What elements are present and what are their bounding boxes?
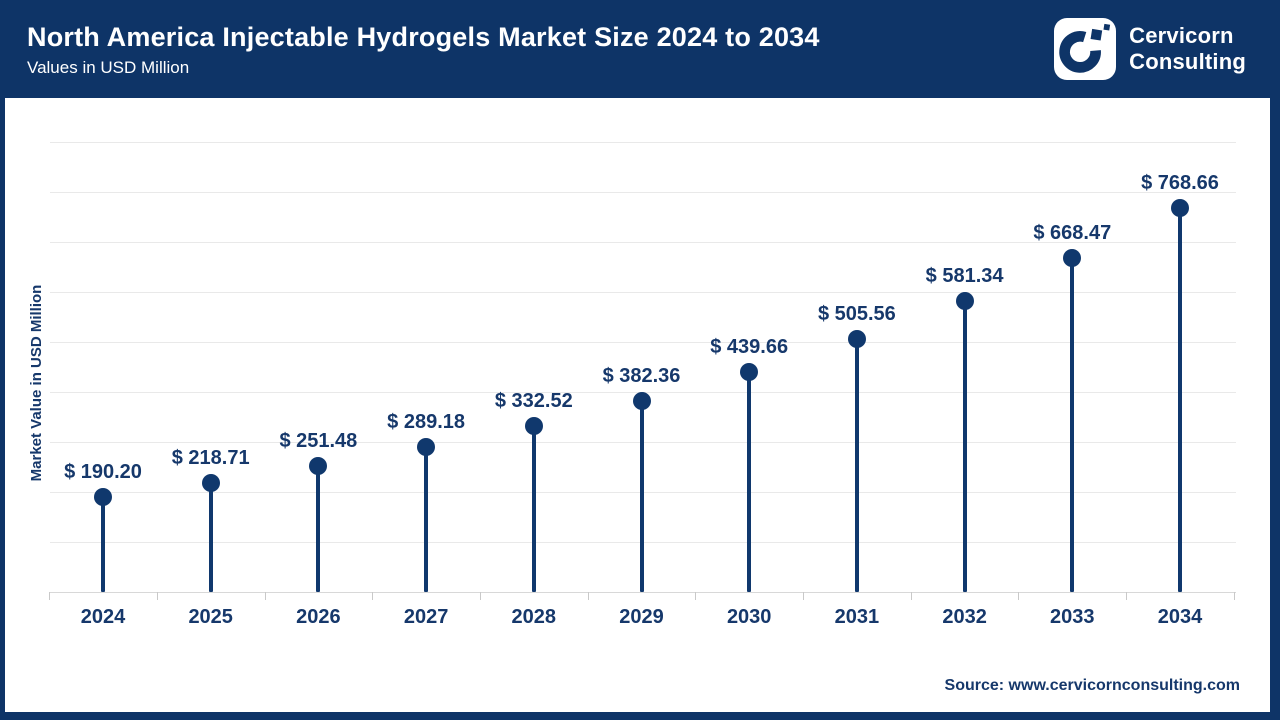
x-axis-tick [587,592,589,600]
x-axis-tick [479,592,481,600]
x-axis-tick [372,592,374,600]
data-point-2029 [632,391,651,410]
value-label-2031: $ 505.56 [817,303,896,326]
value-label-2025: $ 218.71 [171,446,250,469]
x-axis-label-2031: 2031 [834,606,880,628]
value-label-2034: $ 768.66 [1141,171,1219,194]
value-label-2029: $ 382.36 [602,364,681,387]
chart-title: North America Injectable Hydrogels Marke… [27,22,820,52]
gridline [50,242,1236,243]
company-logo: Cervicorn Consulting [1054,18,1246,80]
stem-2034 [1178,207,1182,592]
stem-2026 [316,466,321,592]
x-axis-label-2033: 2033 [1050,606,1095,628]
data-point-2028 [524,416,543,435]
data-point-2030 [740,363,759,382]
x-axis-label-2027: 2027 [403,606,449,628]
stem-2027 [424,447,429,592]
source-attribution: Source: www.cervicornconsulting.com [944,677,1240,694]
data-point-2025 [201,473,220,492]
x-axis-tick [49,592,51,600]
frame-border-bottom [0,712,1280,720]
stem-2032 [962,301,967,592]
stem-2033 [1070,257,1075,592]
frame-border-left [0,98,5,712]
data-point-2027 [417,438,436,457]
x-axis-label-2028: 2028 [511,606,557,628]
x-axis-tick [156,592,158,600]
x-axis-label-2024: 2024 [80,606,126,628]
cervicorn-logo-icon [1054,18,1117,80]
value-label-2024: $ 190.20 [64,460,142,483]
x-axis-label-2030: 2030 [726,606,772,628]
stem-2031 [854,339,859,592]
data-point-2033 [1063,248,1082,267]
x-axis-tick [910,592,912,600]
gridline [50,292,1236,293]
x-axis-tick [803,592,805,600]
x-axis-label-2034: 2034 [1157,606,1203,628]
x-axis-label-2025: 2025 [188,606,233,628]
data-point-2032 [955,292,974,311]
value-label-2027: $ 289.18 [387,411,466,434]
x-axis-tick [695,592,697,600]
value-label-2028: $ 332.52 [494,389,573,412]
data-point-2026 [309,457,328,476]
value-label-2032: $ 581.34 [925,265,1004,288]
gridline [50,342,1236,343]
stem-2029 [639,400,644,592]
x-axis-label-2032: 2032 [942,606,987,628]
chart-subtitle: Values in USD Million [27,58,190,77]
data-point-2034 [1171,198,1189,217]
value-label-2033: $ 668.47 [1033,221,1112,244]
company-logo-text: Cervicorn Consulting [1129,23,1246,75]
value-label-2026: $ 251.48 [279,430,358,453]
x-axis-tick [264,592,266,600]
x-axis-tick [1233,592,1235,600]
frame-border-right [1270,98,1280,712]
x-axis-tick [1018,592,1020,600]
stem-2030 [747,372,752,592]
logo-line-1: Cervicorn [1129,23,1234,48]
data-point-2031 [847,330,866,349]
header-banner: North America Injectable Hydrogels Marke… [0,0,1280,98]
stem-2025 [208,482,213,592]
gridline [50,192,1236,193]
header-text-block: North America Injectable Hydrogels Marke… [27,22,820,78]
x-axis-tick [1126,592,1128,600]
value-label-2030: $ 439.66 [710,336,789,359]
stem-2028 [531,425,536,592]
logo-line-2: Consulting [1129,49,1246,74]
data-point-2024 [94,487,112,506]
x-axis-label-2026: 2026 [296,606,341,628]
x-axis-line [50,592,1236,593]
stem-2024 [101,496,105,592]
gridline [50,142,1236,143]
x-axis-label-2029: 2029 [619,606,664,628]
